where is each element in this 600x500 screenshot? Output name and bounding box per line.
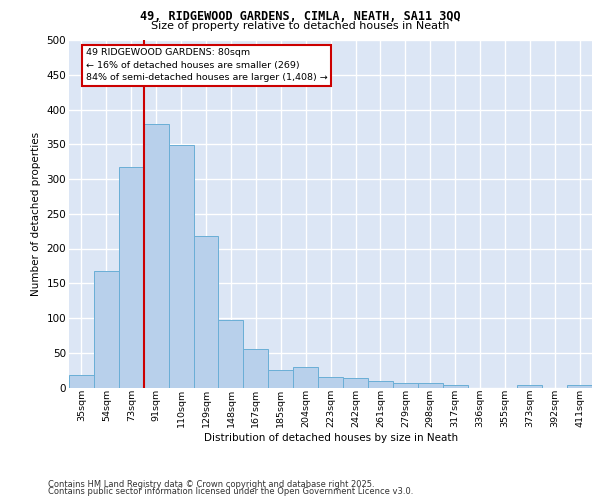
Y-axis label: Number of detached properties: Number of detached properties: [31, 132, 41, 296]
Bar: [393, 382, 418, 388]
Bar: [169, 145, 194, 388]
Bar: [567, 386, 592, 388]
Bar: [268, 370, 293, 388]
Bar: [418, 384, 443, 388]
Bar: [244, 350, 268, 388]
Text: Size of property relative to detached houses in Neath: Size of property relative to detached ho…: [151, 21, 449, 31]
Bar: [94, 272, 119, 388]
Bar: [443, 384, 467, 388]
X-axis label: Distribution of detached houses by size in Neath: Distribution of detached houses by size …: [203, 433, 458, 443]
Bar: [119, 167, 144, 388]
Text: 49, RIDGEWOOD GARDENS, CIMLA, NEATH, SA11 3QQ: 49, RIDGEWOOD GARDENS, CIMLA, NEATH, SA1…: [140, 10, 460, 23]
Bar: [368, 380, 393, 388]
Text: 49 RIDGEWOOD GARDENS: 80sqm
← 16% of detached houses are smaller (269)
84% of se: 49 RIDGEWOOD GARDENS: 80sqm ← 16% of det…: [86, 48, 328, 82]
Bar: [517, 384, 542, 388]
Bar: [194, 236, 218, 388]
Bar: [318, 377, 343, 388]
Bar: [293, 366, 318, 388]
Bar: [144, 124, 169, 388]
Text: Contains public sector information licensed under the Open Government Licence v3: Contains public sector information licen…: [48, 487, 413, 496]
Text: Contains HM Land Registry data © Crown copyright and database right 2025.: Contains HM Land Registry data © Crown c…: [48, 480, 374, 489]
Bar: [218, 320, 244, 388]
Bar: [343, 378, 368, 388]
Bar: [69, 375, 94, 388]
